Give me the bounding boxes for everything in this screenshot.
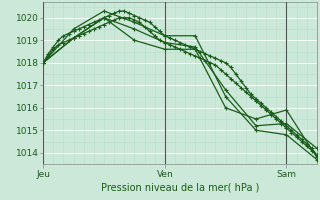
X-axis label: Pression niveau de la mer( hPa ): Pression niveau de la mer( hPa ) bbox=[101, 183, 259, 193]
